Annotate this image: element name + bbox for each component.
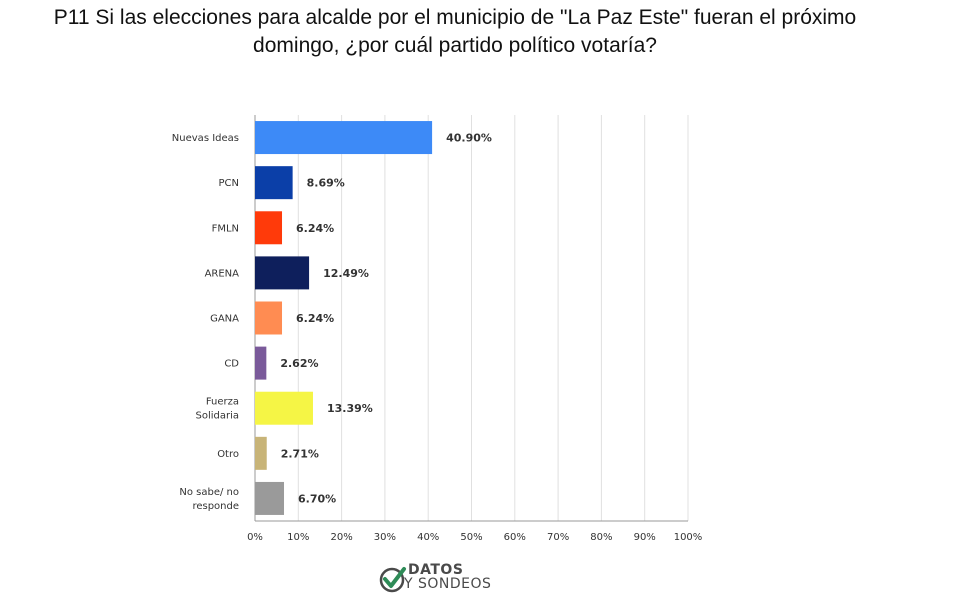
data-label: 12.49% [323,267,369,280]
x-tick-label: 60% [504,532,526,543]
x-tick-label: 80% [590,532,612,543]
x-tick-label: 0% [247,532,263,543]
bar [255,436,267,470]
x-tick-label: 50% [460,532,482,543]
category-label: No sabe/ no responde [179,487,239,512]
chart-bars [255,121,433,515]
chart-title: P11 Si las elecciones para alcalde por e… [0,4,910,60]
chart-title-line-1: P11 Si las elecciones para alcalde por e… [53,6,857,29]
logo-text-sondeos: Y SONDEOS [404,576,492,592]
x-tick-label: 10% [287,532,309,543]
bar [255,481,285,515]
data-label: 40.90% [446,132,492,145]
data-label: 6.24% [296,312,334,325]
bar [255,346,267,380]
category-labels: Nuevas Ideas PCN FMLN ARENA GANA CD Fuerza Soli… [172,133,239,512]
bar [255,301,283,335]
category-label: Otro [217,449,239,460]
data-label: 6.70% [298,492,336,505]
bar [255,211,283,245]
category-label: PCN [219,178,240,189]
checkmark-logo-icon [379,567,406,593]
data-label: 2.62% [280,357,318,370]
x-tick-label: 40% [417,532,439,543]
value-labels: 40.90% 8.69% 6.24% 12.49% 6.24% 2.62% 13.39% 2.… [280,132,492,506]
category-label: FMLN [212,223,239,234]
bar [255,391,313,425]
x-tick-label: 100% [674,532,703,543]
bar [255,121,433,155]
data-label: 2.71% [281,447,319,460]
x-tick-label: 20% [330,532,352,543]
chart-title-line-2: domingo, ¿por cuál partido político vota… [253,34,657,57]
x-tick-label: 90% [634,532,656,543]
category-label: CD [224,359,239,370]
bar [255,166,293,200]
category-label: Fuerza Solidaria [195,397,239,422]
x-tick-label: 30% [374,532,396,543]
chart-grid [254,115,689,522]
logo-text-datos: DATOS [408,562,464,578]
data-label: 13.39% [327,402,373,415]
category-label: Nuevas Ideas [172,133,239,144]
data-label: 8.69% [307,177,345,190]
data-label: 6.24% [296,222,334,235]
x-tick-label: 70% [547,532,569,543]
brand-logo: DATOS Y SONDEOS [378,562,518,596]
category-label: GANA [210,314,239,325]
category-label: ARENA [205,268,240,279]
x-tick-labels: 0% 10% 20% 30% 40% 50% 60% 70% 80% 90% 100% [247,532,702,543]
bar [255,256,310,290]
